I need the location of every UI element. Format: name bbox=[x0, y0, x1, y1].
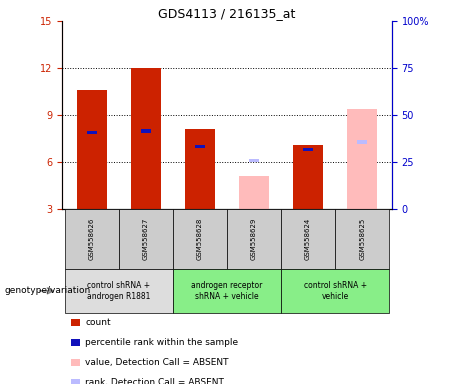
Bar bbox=[347, 109, 377, 209]
FancyBboxPatch shape bbox=[173, 269, 281, 313]
Title: GDS4113 / 216135_at: GDS4113 / 216135_at bbox=[159, 7, 296, 20]
FancyBboxPatch shape bbox=[227, 209, 281, 269]
Bar bbox=[71, 359, 80, 366]
Text: rank, Detection Call = ABSENT: rank, Detection Call = ABSENT bbox=[85, 378, 224, 384]
Text: genotype/variation: genotype/variation bbox=[5, 286, 91, 295]
Bar bbox=[293, 145, 323, 209]
FancyBboxPatch shape bbox=[173, 209, 227, 269]
Text: GSM558625: GSM558625 bbox=[359, 218, 365, 260]
Text: GSM558627: GSM558627 bbox=[143, 218, 149, 260]
Text: GSM558628: GSM558628 bbox=[197, 218, 203, 260]
Bar bbox=[77, 90, 107, 209]
Text: percentile rank within the sample: percentile rank within the sample bbox=[85, 338, 238, 347]
Bar bbox=[71, 379, 80, 384]
Text: value, Detection Call = ABSENT: value, Detection Call = ABSENT bbox=[85, 358, 229, 367]
Text: control shRNA +
vehicle: control shRNA + vehicle bbox=[303, 281, 366, 301]
Text: androgen receptor
shRNA + vehicle: androgen receptor shRNA + vehicle bbox=[191, 281, 263, 301]
FancyBboxPatch shape bbox=[335, 209, 389, 269]
Bar bbox=[239, 176, 269, 209]
Bar bbox=[185, 129, 215, 209]
Text: control shRNA +
androgen R1881: control shRNA + androgen R1881 bbox=[87, 281, 151, 301]
Bar bbox=[71, 339, 80, 346]
FancyBboxPatch shape bbox=[281, 269, 389, 313]
FancyBboxPatch shape bbox=[119, 209, 173, 269]
Text: GSM558626: GSM558626 bbox=[89, 218, 95, 260]
Bar bbox=[71, 319, 80, 326]
Bar bbox=[357, 140, 367, 144]
Bar bbox=[303, 148, 313, 151]
Text: GSM558629: GSM558629 bbox=[251, 218, 257, 260]
Bar bbox=[87, 131, 97, 134]
Bar bbox=[141, 129, 151, 132]
Bar bbox=[195, 145, 205, 148]
Text: count: count bbox=[85, 318, 111, 327]
Text: GSM558624: GSM558624 bbox=[305, 218, 311, 260]
Bar bbox=[249, 159, 259, 162]
FancyBboxPatch shape bbox=[281, 209, 335, 269]
Bar bbox=[131, 68, 161, 209]
FancyBboxPatch shape bbox=[65, 209, 119, 269]
FancyBboxPatch shape bbox=[65, 269, 173, 313]
